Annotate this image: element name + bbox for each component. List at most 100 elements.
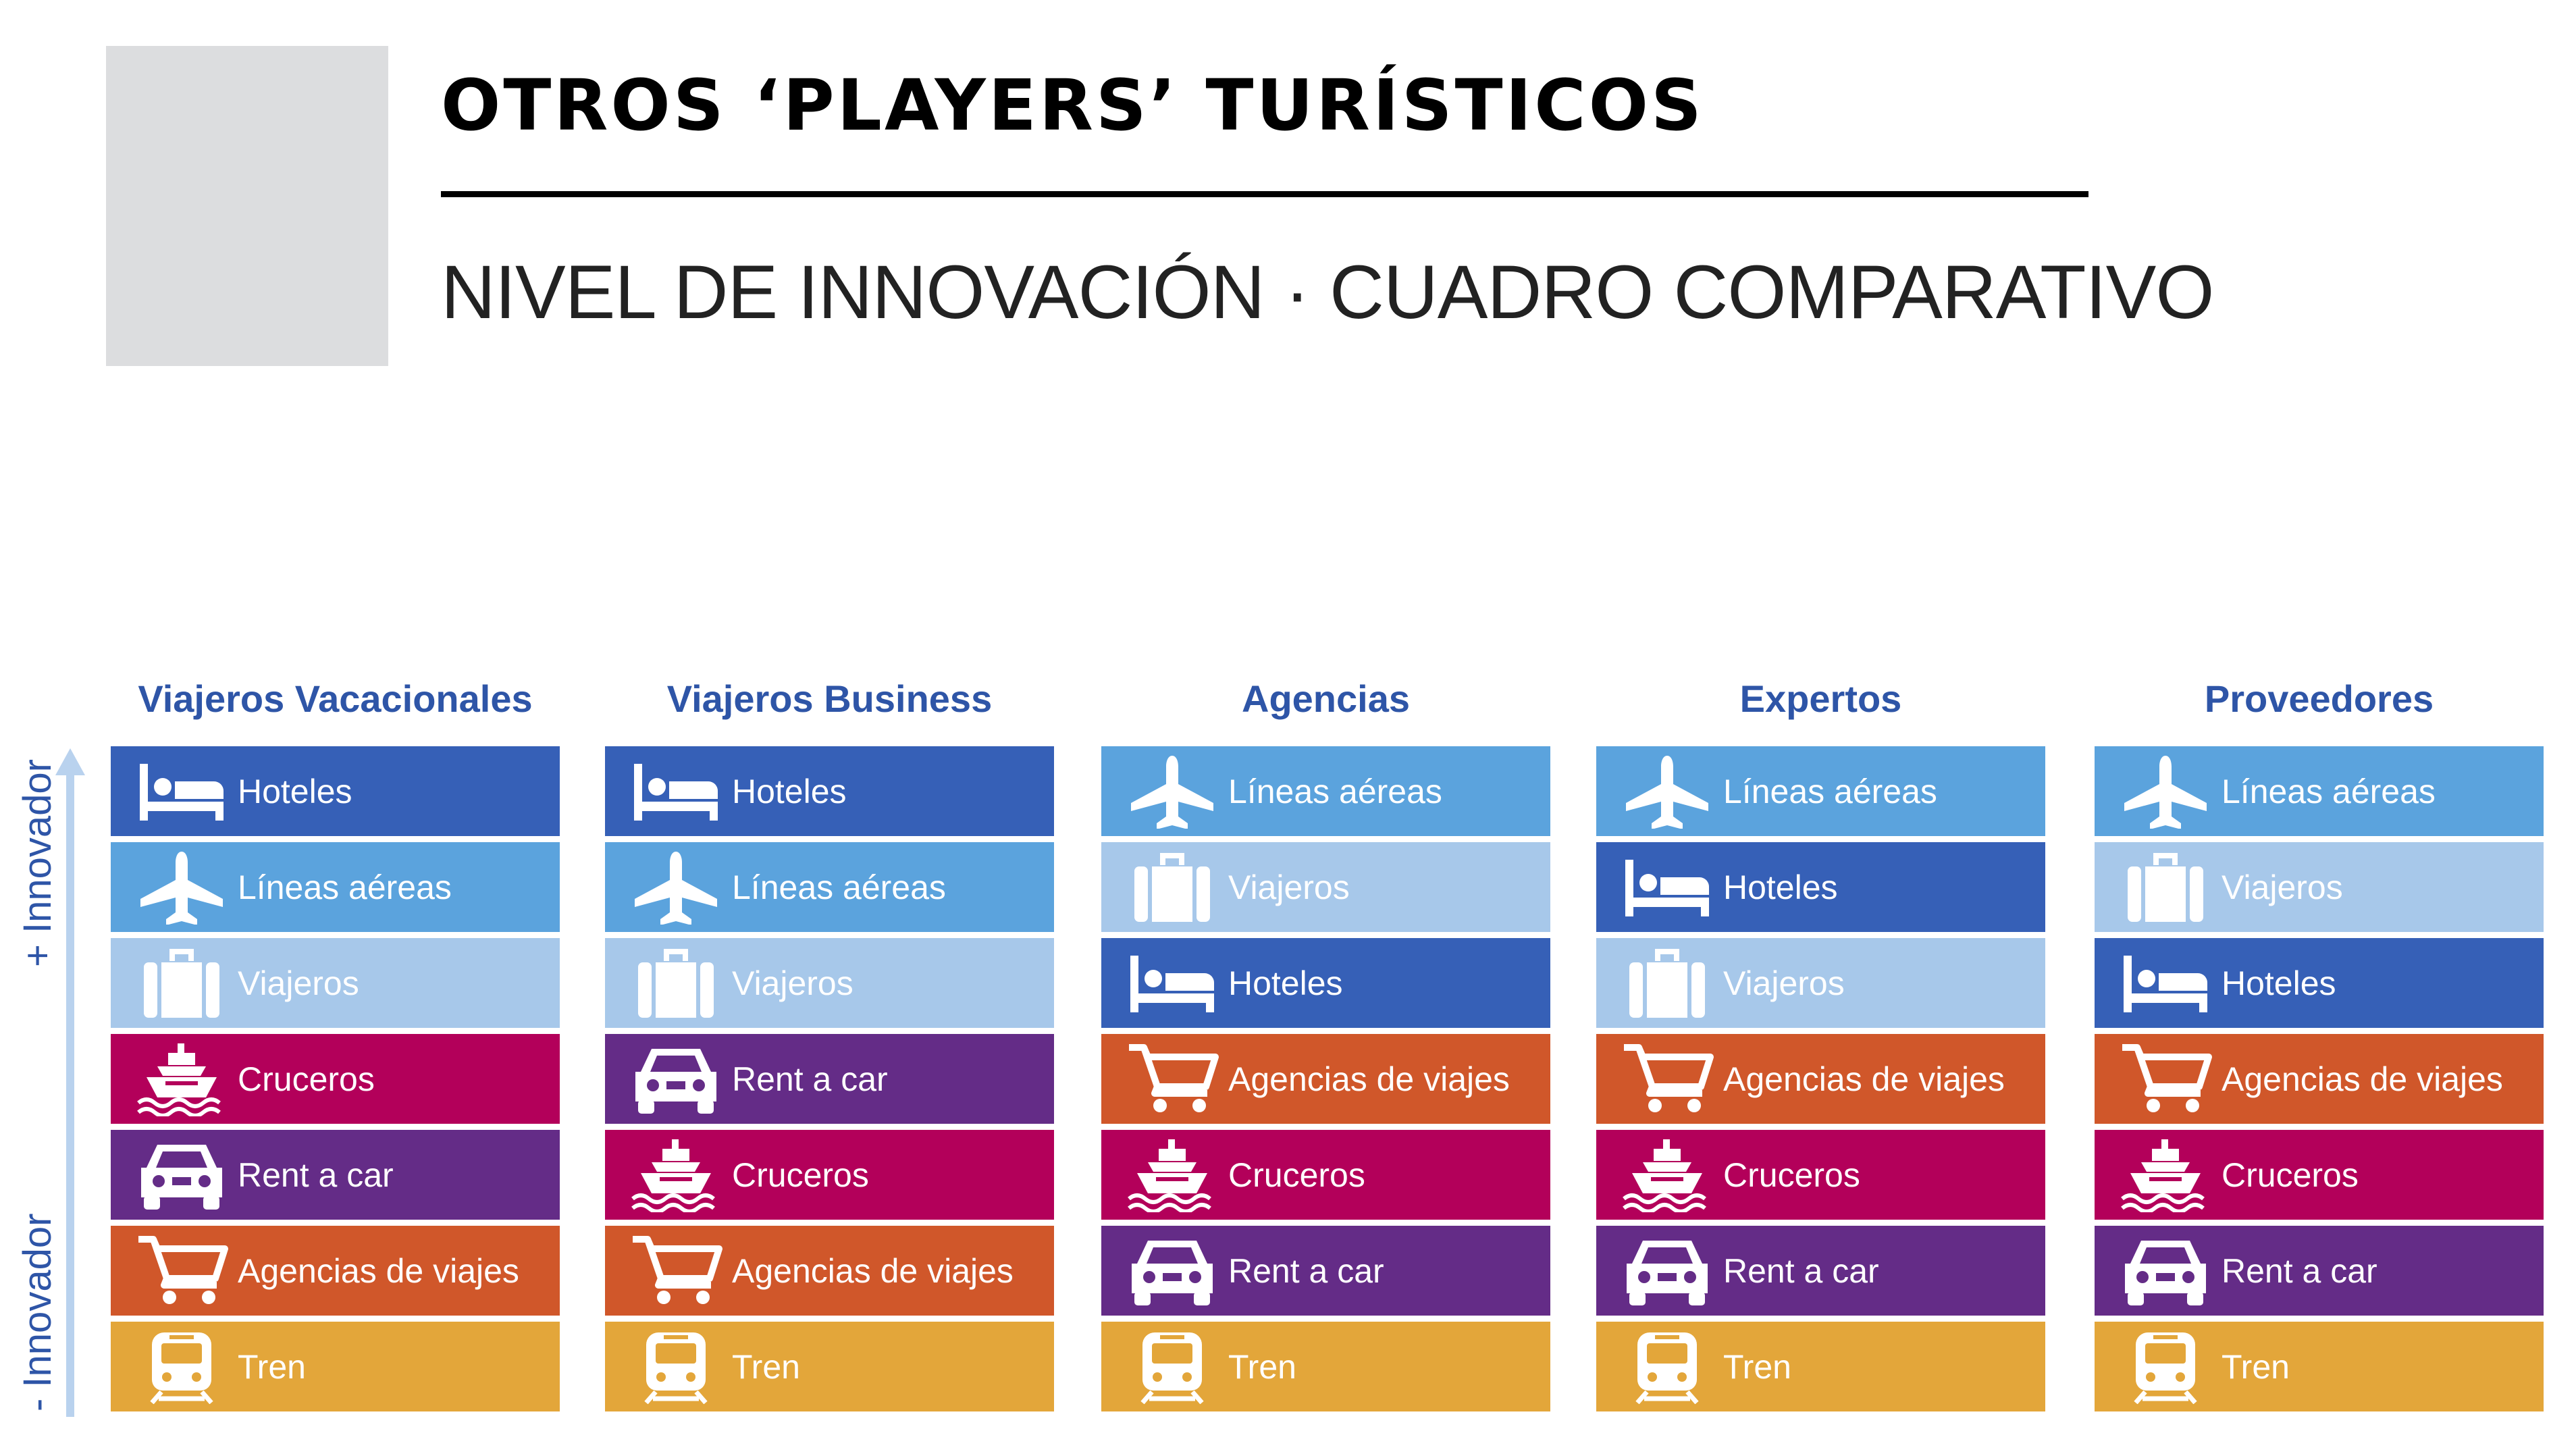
rank-cell-lineas: Líneas aéreas [1101, 746, 1550, 836]
rank-cell-label: Viajeros [732, 964, 853, 1002]
rank-cell-label: Agencias de viajes [1723, 1060, 2005, 1098]
rank-cell-hoteles: Hoteles [2095, 938, 2544, 1028]
ship-icon [1101, 1130, 1243, 1220]
rank-cell-label: Tren [1723, 1347, 1791, 1386]
luggage-icon [605, 938, 747, 1028]
rank-cell-hoteles: Hoteles [605, 746, 1054, 836]
rank-cell-label: Cruceros [732, 1156, 869, 1194]
rank-cell-label: Cruceros [1723, 1156, 1860, 1194]
cart-icon [1101, 1034, 1243, 1124]
rank-cell-label: Hoteles [732, 772, 847, 810]
car-icon [605, 1034, 747, 1124]
rank-cell-label: Agencias de viajes [1228, 1060, 1510, 1098]
car-icon [111, 1130, 253, 1220]
rank-cell-viajeros: Viajeros [605, 938, 1054, 1028]
rank-cell-label: Cruceros [2222, 1156, 2359, 1194]
column-header: Proveedores [2204, 677, 2434, 720]
rank-cell-label: Viajeros [238, 964, 359, 1002]
rank-cell-lineas: Líneas aéreas [111, 842, 560, 932]
column-viajeros-vacacionales: Viajeros Vacacionales Hoteles Líneas aérea… [111, 669, 560, 1411]
column-agencias: Agencias Líneas aéreas Viajeros Hoteles Agen… [1101, 669, 1550, 1411]
rank-cell-tren: Tren [111, 1322, 560, 1411]
cart-icon [2095, 1034, 2236, 1124]
axis-arrow-shaft [66, 769, 74, 1417]
car-icon [1101, 1226, 1243, 1316]
airplane-icon [1101, 746, 1243, 836]
rank-cell-hoteles: Hoteles [1596, 842, 2045, 932]
rank-cell-label: Líneas aéreas [732, 868, 946, 906]
rank-cell-agencias: Agencias de viajes [111, 1226, 560, 1316]
rank-cell-viajeros: Viajeros [1101, 842, 1550, 932]
column-expertos: Expertos Líneas aéreas Hoteles Viajeros Agen… [1596, 669, 2045, 1411]
rank-cell-label: Líneas aéreas [238, 868, 452, 906]
rank-cell-label: Líneas aéreas [1228, 772, 1442, 810]
cart-icon [111, 1226, 253, 1316]
title-divider [441, 191, 2088, 197]
rank-cell-tren: Tren [1101, 1322, 1550, 1411]
rank-cell-label: Rent a car [1723, 1251, 1879, 1290]
train-icon [1101, 1322, 1243, 1411]
axis-label-less-innovative: - Innovador [16, 1213, 59, 1411]
column-proveedores: Proveedores Líneas aéreas Viajeros Hoteles A… [2095, 669, 2544, 1411]
rank-cell-label: Rent a car [2222, 1251, 2377, 1290]
rank-cell-rentacar: Rent a car [1596, 1226, 2045, 1316]
rank-cell-label: Cruceros [1228, 1156, 1365, 1194]
rank-cell-label: Hoteles [1723, 868, 1838, 906]
rank-cell-label: Hoteles [1228, 964, 1343, 1002]
car-icon [2095, 1226, 2236, 1316]
rank-cell-agencias: Agencias de viajes [1101, 1034, 1550, 1124]
rank-cell-label: Tren [2222, 1347, 2290, 1386]
rank-cell-label: Tren [1228, 1347, 1296, 1386]
rank-cell-cruceros: Cruceros [2095, 1130, 2544, 1220]
rank-cell-lineas: Líneas aéreas [1596, 746, 2045, 836]
rank-cell-rentacar: Rent a car [111, 1130, 560, 1220]
page-title: OTROS ‘PLAYERS’ TURÍSTICOS [441, 64, 1704, 147]
bed-icon [1101, 938, 1243, 1028]
rank-cell-cruceros: Cruceros [1596, 1130, 2045, 1220]
rank-cell-rentacar: Rent a car [605, 1034, 1054, 1124]
rank-cell-label: Agencias de viajes [238, 1251, 519, 1290]
rank-cell-label: Rent a car [1228, 1251, 1384, 1290]
rank-cell-label: Rent a car [238, 1156, 394, 1194]
rank-cell-label: Rent a car [732, 1060, 888, 1098]
column-header: Viajeros Vacacionales [138, 677, 533, 720]
train-icon [2095, 1322, 2236, 1411]
rank-cell-agencias: Agencias de viajes [2095, 1034, 2544, 1124]
luggage-icon [1101, 842, 1243, 932]
rank-cell-label: Hoteles [2222, 964, 2336, 1002]
page-subtitle: NIVEL DE INNOVACIÓN · CUADRO COMPARATIVO [441, 250, 2214, 334]
cart-icon [1596, 1034, 1738, 1124]
rank-cell-lineas: Líneas aéreas [2095, 746, 2544, 836]
rank-cell-label: Cruceros [238, 1060, 375, 1098]
rank-cell-viajeros: Viajeros [1596, 938, 2045, 1028]
rank-cell-hoteles: Hoteles [111, 746, 560, 836]
luggage-icon [111, 938, 253, 1028]
rank-cell-label: Viajeros [2222, 868, 2343, 906]
cart-icon [605, 1226, 747, 1316]
axis-label-more-innovative: + Innovador [16, 759, 59, 967]
rank-cell-agencias: Agencias de viajes [1596, 1034, 2045, 1124]
airplane-icon [2095, 746, 2236, 836]
ship-icon [111, 1034, 253, 1124]
rank-cell-cruceros: Cruceros [1101, 1130, 1550, 1220]
rank-cell-hoteles: Hoteles [1101, 938, 1550, 1028]
train-icon [1596, 1322, 1738, 1411]
rank-cell-cruceros: Cruceros [605, 1130, 1054, 1220]
rank-cell-label: Tren [238, 1347, 306, 1386]
rank-cell-rentacar: Rent a car [1101, 1226, 1550, 1316]
ship-icon [605, 1130, 747, 1220]
rank-cell-label: Agencias de viajes [732, 1251, 1014, 1290]
rank-cell-agencias: Agencias de viajes [605, 1226, 1054, 1316]
column-header: Agencias [1242, 677, 1410, 720]
rank-cell-label: Viajeros [1228, 868, 1350, 906]
luggage-icon [2095, 842, 2236, 932]
rank-cell-label: Hoteles [238, 772, 352, 810]
ship-icon [1596, 1130, 1738, 1220]
rank-cell-label: Tren [732, 1347, 800, 1386]
rank-cell-label: Líneas aéreas [1723, 772, 1937, 810]
rank-cell-tren: Tren [2095, 1322, 2544, 1411]
airplane-icon [1596, 746, 1738, 836]
innovation-axis [20, 748, 108, 1417]
car-icon [1596, 1226, 1738, 1316]
column-header: Expertos [1739, 677, 1902, 720]
